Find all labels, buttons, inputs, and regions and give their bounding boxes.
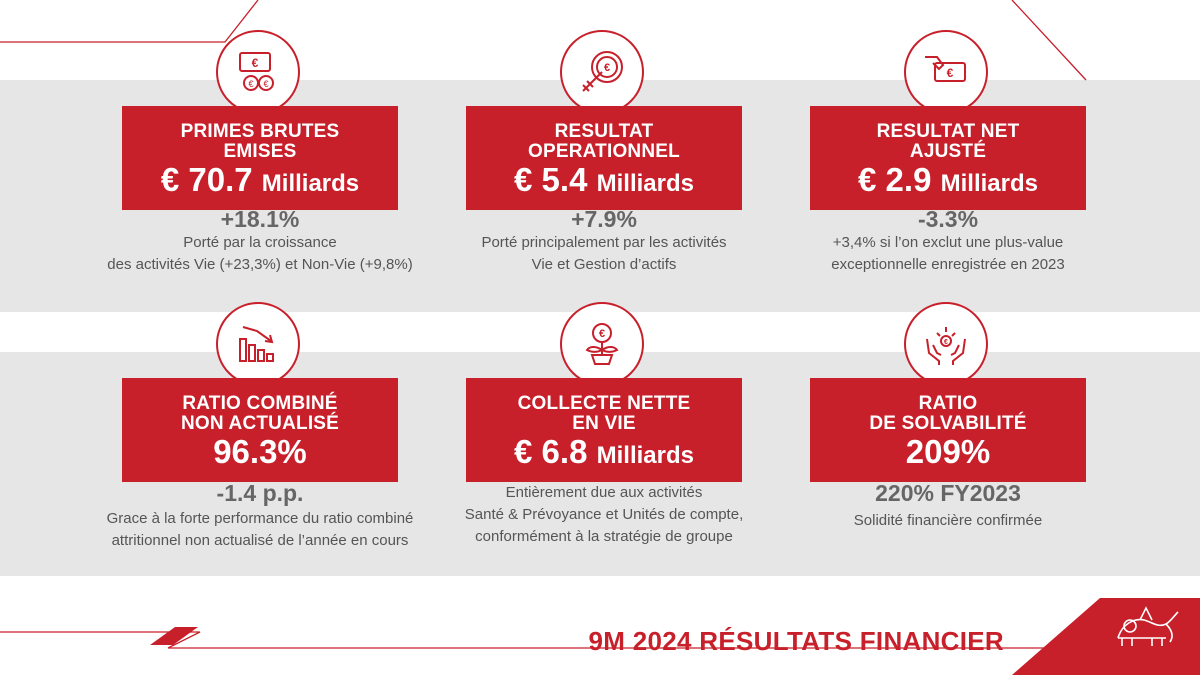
description-line: Grace à la forte performance du ratio co… [106, 510, 414, 527]
svg-text:€: € [263, 79, 268, 89]
description-line: des activités Vie (+23,3%) et Non-Vie (+… [107, 256, 413, 273]
description-line: conformément à la stratégie de groupe [475, 528, 733, 545]
money-icon: € € € [216, 30, 300, 114]
metric-box: RESULTAT NET AJUSTÉ € 2.9 Milliards [810, 106, 1086, 210]
hands-euro-icon: € [904, 302, 988, 386]
description-line: +3,4% si l’on exclut une plus-value [832, 234, 1064, 251]
logo-wordmark: GENERALI [1115, 653, 1175, 665]
lion-icon [1117, 606, 1179, 646]
metric-change: -1.4 p.p. [216, 480, 304, 506]
card-title-line: AJUSTÉ [909, 141, 987, 162]
metric-value: 96.3% [213, 433, 307, 470]
description-line: Porté principalement par les activités [481, 234, 727, 251]
metric-box: RESULTAT OPERATIONNEL € 5.4 Milliards [466, 106, 742, 210]
card-title-line: OPERATIONNEL [528, 141, 680, 162]
description-line: Porté par la croissance [183, 234, 337, 251]
metric-value: € 2.9 [858, 161, 932, 198]
euro-plant-icon: € [560, 302, 644, 386]
metric-box: PRIMES BRUTES EMISES € 70.7 Milliards [122, 106, 398, 210]
svg-text:€: € [248, 79, 253, 89]
svg-text:€: € [944, 339, 948, 346]
svg-text:€: € [252, 56, 259, 70]
description-line: Vie et Gestion d’actifs [531, 256, 677, 273]
metric-unit: Milliards [596, 170, 694, 197]
svg-text:€: € [947, 66, 954, 80]
description-line: Entièrement due aux activités [505, 484, 703, 501]
svg-text:€: € [604, 62, 610, 74]
svg-text:€: € [599, 328, 605, 340]
metric-change: +7.9% [571, 206, 637, 232]
metric-box: RATIO DE SOLVABILITÉ 209% [810, 378, 1086, 482]
target-icon: € [560, 30, 644, 114]
metric-unit: Milliards [596, 442, 694, 469]
card-title-line: RATIO COMBINÉ [182, 393, 338, 414]
card-title-line: RESULTAT NET [876, 121, 1020, 142]
description-line: Santé & Prévoyance et Unités de compte, [464, 506, 744, 523]
description-line: exceptionnelle enregistrée en 2023 [831, 256, 1065, 273]
description-line: Solidité financière confirmée [853, 512, 1043, 529]
metric-change: +18.1% [220, 206, 300, 232]
metric-value: € 70.7 [160, 161, 253, 198]
hand-banknote-icon: € [904, 30, 988, 114]
generali-logo: GENERALI [1100, 598, 1190, 670]
card-title-line: PRIMES BRUTES [180, 121, 340, 142]
metric-change: 220% FY2023 [875, 480, 1021, 506]
metric-unit: Milliards [940, 170, 1038, 197]
card-title-line: RESULTAT [554, 121, 654, 142]
description-line: attritionnel non actualisé de l’année en… [111, 532, 409, 549]
footer-title: 9M 2024 RÉSULTATS FINANCIER [588, 626, 1004, 656]
card-title-line: NON ACTUALISÉ [180, 413, 340, 434]
metric-box: COLLECTE NETTE EN VIE € 6.8 Milliards [466, 378, 742, 482]
metric-value: 209% [905, 433, 991, 470]
metric-change: -3.3% [917, 206, 979, 232]
metric-value: € 6.8 [514, 433, 588, 470]
metric-box: RATIO COMBINÉ NON ACTUALISÉ 96.3% [122, 378, 398, 482]
declining-chart-icon [216, 302, 300, 386]
metric-unit: Milliards [261, 170, 360, 197]
metric-value: € 5.4 [514, 161, 588, 198]
card-title-line: EMISES [223, 141, 297, 162]
card-title-line: COLLECTE NETTE [517, 393, 691, 414]
card-title-line: RATIO [918, 393, 978, 414]
card-title-line: EN VIE [572, 413, 636, 434]
card-title-line: DE SOLVABILITÉ [869, 413, 1027, 434]
